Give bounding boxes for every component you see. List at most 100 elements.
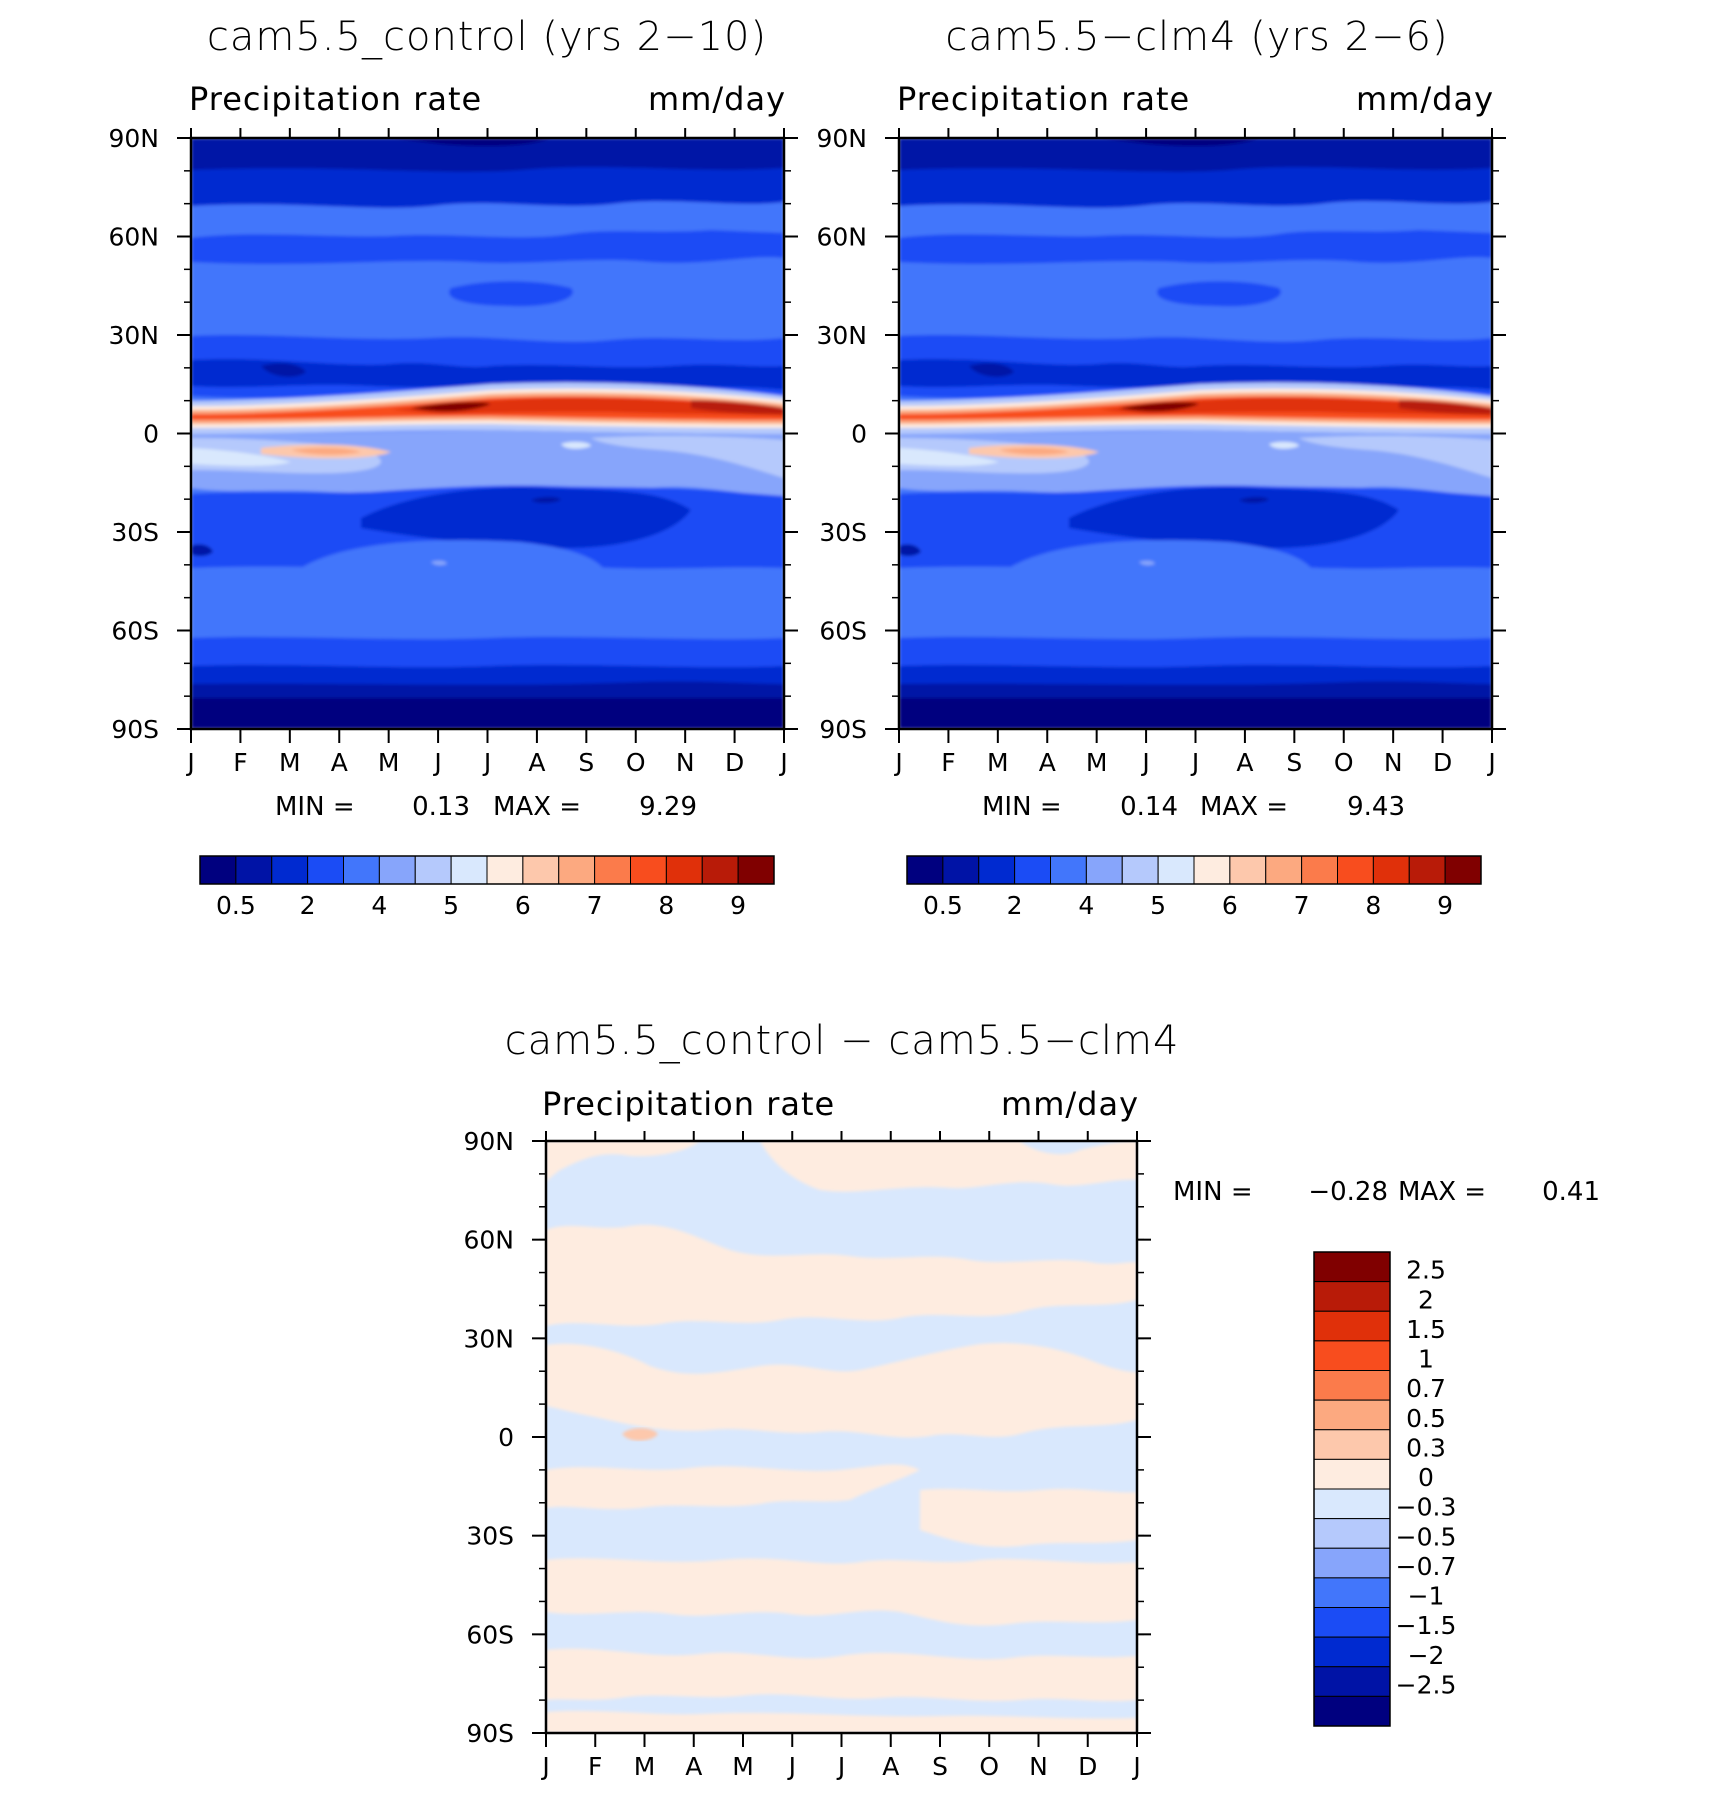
panel-title: cam5.5_control − cam5.5−clm4 — [505, 1018, 1180, 1064]
panel-control: cam5.5_control (yrs 2−10) Precipitation … — [108, 14, 798, 920]
min-value: −0.28 — [1308, 1177, 1388, 1207]
x-tick-label: O — [979, 1752, 999, 1781]
colorbar-swatch — [594, 855, 631, 885]
contour-field — [191, 138, 784, 729]
x-tick-label: J — [836, 1752, 845, 1781]
colorbar-label: 0 — [1418, 1463, 1434, 1492]
y-tick-label: 30N — [816, 321, 867, 350]
contour-field — [546, 1141, 1137, 1733]
colorbar-swatch — [271, 855, 309, 885]
x-tick-label: J — [432, 748, 441, 777]
colorbar-label: 9 — [1437, 891, 1453, 920]
colorbar-label: −0.3 — [1396, 1493, 1457, 1522]
colorbar-swatch — [1085, 855, 1123, 885]
colorbar-swatch — [1372, 855, 1410, 885]
colorbar-label: 8 — [658, 891, 674, 920]
y-tick-label: 90N — [816, 124, 867, 153]
x-tick-label: D — [725, 748, 744, 777]
y-tick-label: 90S — [819, 715, 867, 744]
x-tick-label: F — [588, 1752, 602, 1781]
colorbar-swatch — [1408, 855, 1446, 885]
colorbar-swatch — [558, 855, 596, 885]
x-tick-label: F — [941, 748, 955, 777]
y-tick-label: 60N — [463, 1226, 514, 1255]
panel-units: mm/day — [1356, 80, 1494, 118]
colorbar-swatch — [1313, 1340, 1391, 1371]
colorbar-swatch — [1313, 1370, 1391, 1401]
panel-title: cam5.5−clm4 (yrs 2−6) — [945, 14, 1448, 60]
y-tick-label: 0 — [498, 1423, 514, 1452]
x-tick-label: D — [1078, 1752, 1097, 1781]
colorbar-label: −0.5 — [1396, 1522, 1457, 1551]
colorbar-swatch — [942, 855, 980, 885]
colorbar-label: 2 — [1418, 1285, 1434, 1314]
y-tick-label: 30N — [108, 321, 159, 350]
colorbar-swatch — [1313, 1636, 1391, 1668]
colorbar-label: −2.5 — [1396, 1670, 1457, 1699]
colorbar-label: 1.5 — [1406, 1315, 1446, 1344]
x-tick-label: J — [1486, 748, 1495, 777]
colorbar-label: 7 — [1294, 891, 1310, 920]
max-value: 9.29 — [639, 792, 697, 822]
y-tick-label: 60S — [819, 617, 867, 646]
colorbar-swatch — [1313, 1607, 1391, 1638]
colorbar-swatch — [1193, 855, 1231, 885]
colorbar-swatch — [1265, 855, 1303, 885]
min-value: 0.14 — [1120, 792, 1178, 822]
colorbar-swatch — [1313, 1399, 1391, 1431]
x-tick-label: M — [279, 748, 301, 777]
y-tick-label: 60N — [816, 223, 867, 252]
panel-units: mm/day — [1001, 1085, 1139, 1123]
x-tick-label: O — [626, 748, 646, 777]
x-tick-label: A — [1039, 748, 1056, 777]
colorbar-swatch — [1313, 1695, 1391, 1727]
y-tick-label: 60S — [466, 1620, 514, 1649]
max-value: 0.41 — [1542, 1177, 1600, 1207]
colorbar-label: 7 — [587, 891, 603, 920]
x-tick-label: M — [634, 1752, 656, 1781]
x-tick-label: N — [1029, 1752, 1048, 1781]
x-tick-label: A — [685, 1752, 702, 1781]
panel-left-subtitle: Precipitation rate — [542, 1085, 835, 1123]
max-value: 9.43 — [1347, 792, 1405, 822]
x-tick-label: J — [185, 748, 194, 777]
x-tick-label: A — [528, 748, 545, 777]
x-tick-label: A — [331, 748, 348, 777]
panel-left-subtitle: Precipitation rate — [897, 80, 1190, 118]
colorbar-swatch — [737, 855, 775, 885]
colorbar-label: 0.5 — [923, 891, 963, 920]
colorbar-label: 6 — [1222, 891, 1238, 920]
x-tick-label: O — [1334, 748, 1354, 777]
colorbar-swatch — [199, 855, 237, 885]
colorbar-swatch — [1313, 1666, 1391, 1697]
colorbar-label: −0.7 — [1396, 1552, 1457, 1581]
colorbar-swatch — [701, 855, 739, 885]
colorbar-swatch — [1301, 855, 1338, 885]
x-tick-label: M — [732, 1752, 754, 1781]
x-tick-label: J — [1131, 1752, 1140, 1781]
colorbar-label: −2 — [1408, 1641, 1445, 1670]
colorbar-swatch — [1313, 1310, 1391, 1342]
colorbar-frame — [199, 855, 775, 885]
min-label: MIN = — [1173, 1177, 1253, 1207]
y-tick-label: 30S — [819, 518, 867, 547]
y-tick-label: 30S — [111, 518, 159, 547]
y-tick-label: 0 — [851, 420, 867, 449]
y-tick-label: 90N — [108, 124, 159, 153]
min-value: 0.13 — [412, 792, 470, 822]
colorbar-swatch — [1313, 1518, 1391, 1549]
min-label: MIN = — [982, 792, 1062, 822]
x-tick-label: J — [540, 1752, 549, 1781]
x-tick-label: M — [378, 748, 400, 777]
colorbar-swatch — [414, 855, 452, 885]
colorbar-swatch — [1313, 1281, 1391, 1312]
x-tick-label: N — [676, 748, 695, 777]
x-tick-label: F — [233, 748, 247, 777]
max-label: MAX = — [1200, 792, 1288, 822]
x-tick-label: S — [1286, 748, 1302, 777]
y-tick-label: 60N — [108, 223, 159, 252]
min-label: MIN = — [275, 792, 355, 822]
colorbar-label: 2 — [300, 891, 316, 920]
max-label: MAX = — [493, 792, 581, 822]
